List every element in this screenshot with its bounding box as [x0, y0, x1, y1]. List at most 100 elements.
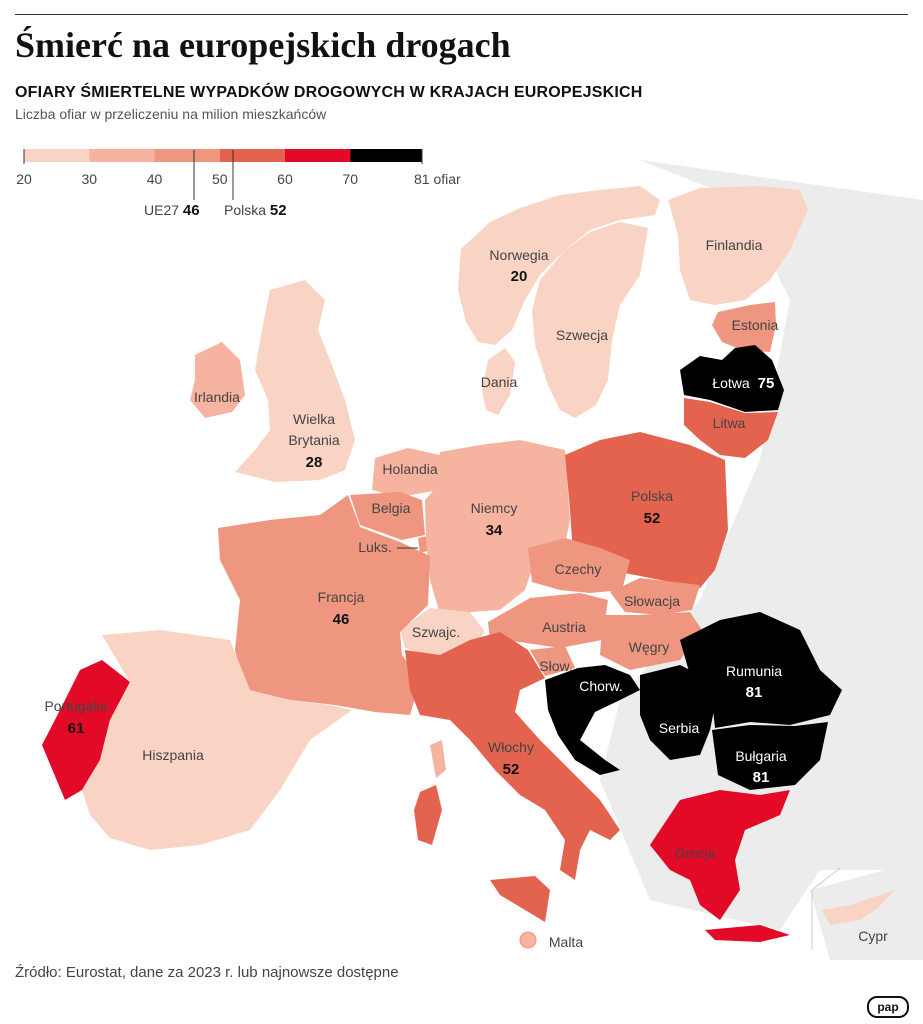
label-cypr: Cypr	[858, 928, 888, 944]
label-holandia: Holandia	[382, 461, 437, 477]
page-subtitle: OFIARY ŚMIERTELNE WYPADKÓW DROGOWYCH W K…	[15, 84, 643, 101]
label-hiszpania: Hiszpania	[142, 747, 204, 763]
value-wlochy: 52	[503, 761, 520, 778]
country-niemcy[interactable]	[425, 440, 570, 614]
label-slowacja: Słowacja	[624, 593, 680, 609]
legend-tick-label: 60	[277, 171, 293, 187]
country-norwegia[interactable]	[458, 186, 660, 345]
label-wielka-brytania-2: Brytania	[288, 432, 340, 448]
country-malta[interactable]	[519, 931, 537, 949]
country-serbia[interactable]	[640, 665, 715, 760]
label-belgia: Belgia	[372, 500, 411, 516]
country-grecja[interactable]	[650, 790, 790, 920]
country-chorwacja[interactable]	[545, 665, 640, 775]
label-dania: Dania	[481, 374, 518, 390]
label-rumunia: Rumunia	[726, 663, 782, 679]
legend-marker-polska-label: Polska	[224, 202, 267, 218]
country-polska[interactable]	[565, 432, 728, 588]
label-wielka-brytania-1: Wielka	[293, 411, 335, 427]
legend-marker-polska: Polska 52	[224, 202, 287, 219]
country-cypr[interactable]	[822, 890, 895, 925]
label-czechy: Czechy	[555, 561, 602, 577]
legend-marker-ue27-label: UE27	[144, 202, 180, 218]
label-niemcy: Niemcy	[471, 500, 518, 516]
value-bulgaria: 81	[753, 769, 770, 786]
page-description: Liczba ofiar w przeliczeniu na milion mi…	[15, 106, 327, 122]
island-korsyka	[414, 785, 442, 845]
country-estonia[interactable]	[712, 302, 776, 352]
value-portugalia: 61	[68, 720, 85, 737]
label-wegry: Węgry	[629, 639, 669, 655]
legend-tick-label: 30	[81, 171, 98, 187]
label-austria: Austria	[542, 619, 586, 635]
cyprus-inset-frame	[811, 867, 841, 950]
country-bulgaria[interactable]	[712, 722, 828, 790]
legend-tick-label: 40	[146, 171, 163, 187]
value-francja: 46	[333, 611, 350, 628]
legend-bin-20	[24, 149, 90, 162]
value-wielka-brytania: 28	[306, 454, 323, 471]
value-rumunia: 81	[746, 684, 763, 701]
label-litwa: Litwa	[713, 415, 746, 431]
label-irlandia: Irlandia	[194, 389, 240, 405]
legend-tick-label: 81 ofiar	[414, 171, 461, 187]
country-slowenia[interactable]	[530, 646, 575, 676]
value-lotwa: 75	[758, 375, 775, 392]
country-francja[interactable]	[218, 495, 430, 715]
value-niemcy: 34	[486, 522, 503, 539]
pap-logo: pap	[867, 996, 909, 1018]
island-kreta	[705, 925, 790, 942]
legend-bin-70	[350, 149, 422, 162]
label-estonia: Estonia	[732, 317, 779, 333]
label-luksemburg: Luks.	[358, 539, 391, 555]
country-wielka-brytania[interactable]	[235, 280, 355, 482]
label-chorwacja: Chorw.	[579, 678, 623, 694]
country-slowacja[interactable]	[610, 578, 700, 615]
country-belgia[interactable]	[350, 492, 425, 540]
island-sycylia	[490, 876, 550, 922]
legend-tick-label: 20	[16, 171, 32, 187]
country-czechy[interactable]	[528, 538, 630, 593]
country-hiszpania[interactable]	[82, 630, 352, 850]
country-labels: Norwegia 20 Finlandia Szwecja Estonia Ło…	[44, 237, 888, 950]
legend	[23, 149, 423, 200]
label-bulgaria: Bułgaria	[735, 748, 787, 764]
label-portugalia: Portugalia	[44, 698, 107, 714]
country-litwa[interactable]	[684, 398, 778, 458]
top-rule	[15, 14, 908, 15]
country-wegry[interactable]	[600, 612, 702, 670]
legend-marker-ue27: UE27 46	[144, 202, 200, 219]
label-finlandia: Finlandia	[706, 237, 763, 253]
label-grecja: Grecja	[674, 845, 715, 861]
island-sardynia	[430, 740, 446, 778]
value-polska: 52	[644, 510, 661, 527]
legend-tick-label: 50	[211, 171, 228, 187]
legend-bin-60	[284, 149, 351, 162]
label-francja: Francja	[318, 589, 365, 605]
country-wlochy[interactable]	[405, 632, 620, 880]
label-szwecja: Szwecja	[556, 327, 608, 343]
country-portugalia[interactable]	[42, 660, 130, 800]
country-lotwa[interactable]	[680, 345, 784, 412]
country-irlandia[interactable]	[190, 342, 245, 418]
label-malta: Malta	[549, 934, 583, 950]
country-holandia[interactable]	[372, 448, 440, 497]
legend-marker-ue27-value: 46	[182, 202, 200, 219]
page-title: Śmierć na europejskich drogach	[15, 25, 511, 65]
source-note: Źródło: Eurostat, dane za 2023 r. lub na…	[15, 964, 399, 981]
country-finlandia[interactable]	[668, 186, 808, 305]
country-szwecja[interactable]	[532, 222, 648, 418]
value-norwegia: 20	[511, 268, 528, 285]
label-norwegia: Norwegia	[489, 247, 548, 263]
country-austria[interactable]	[488, 593, 608, 648]
legend-tick-label: 70	[342, 171, 359, 187]
country-rumunia[interactable]	[680, 612, 842, 728]
label-lotwa: Łotwa	[712, 375, 750, 391]
country-dania[interactable]	[482, 348, 515, 415]
label-serbia: Serbia	[659, 720, 700, 736]
label-slowenia: Słow.	[539, 658, 572, 674]
legend-scale	[24, 149, 422, 162]
label-szwajcaria: Szwajc.	[412, 624, 460, 640]
label-polska: Polska	[631, 488, 673, 504]
